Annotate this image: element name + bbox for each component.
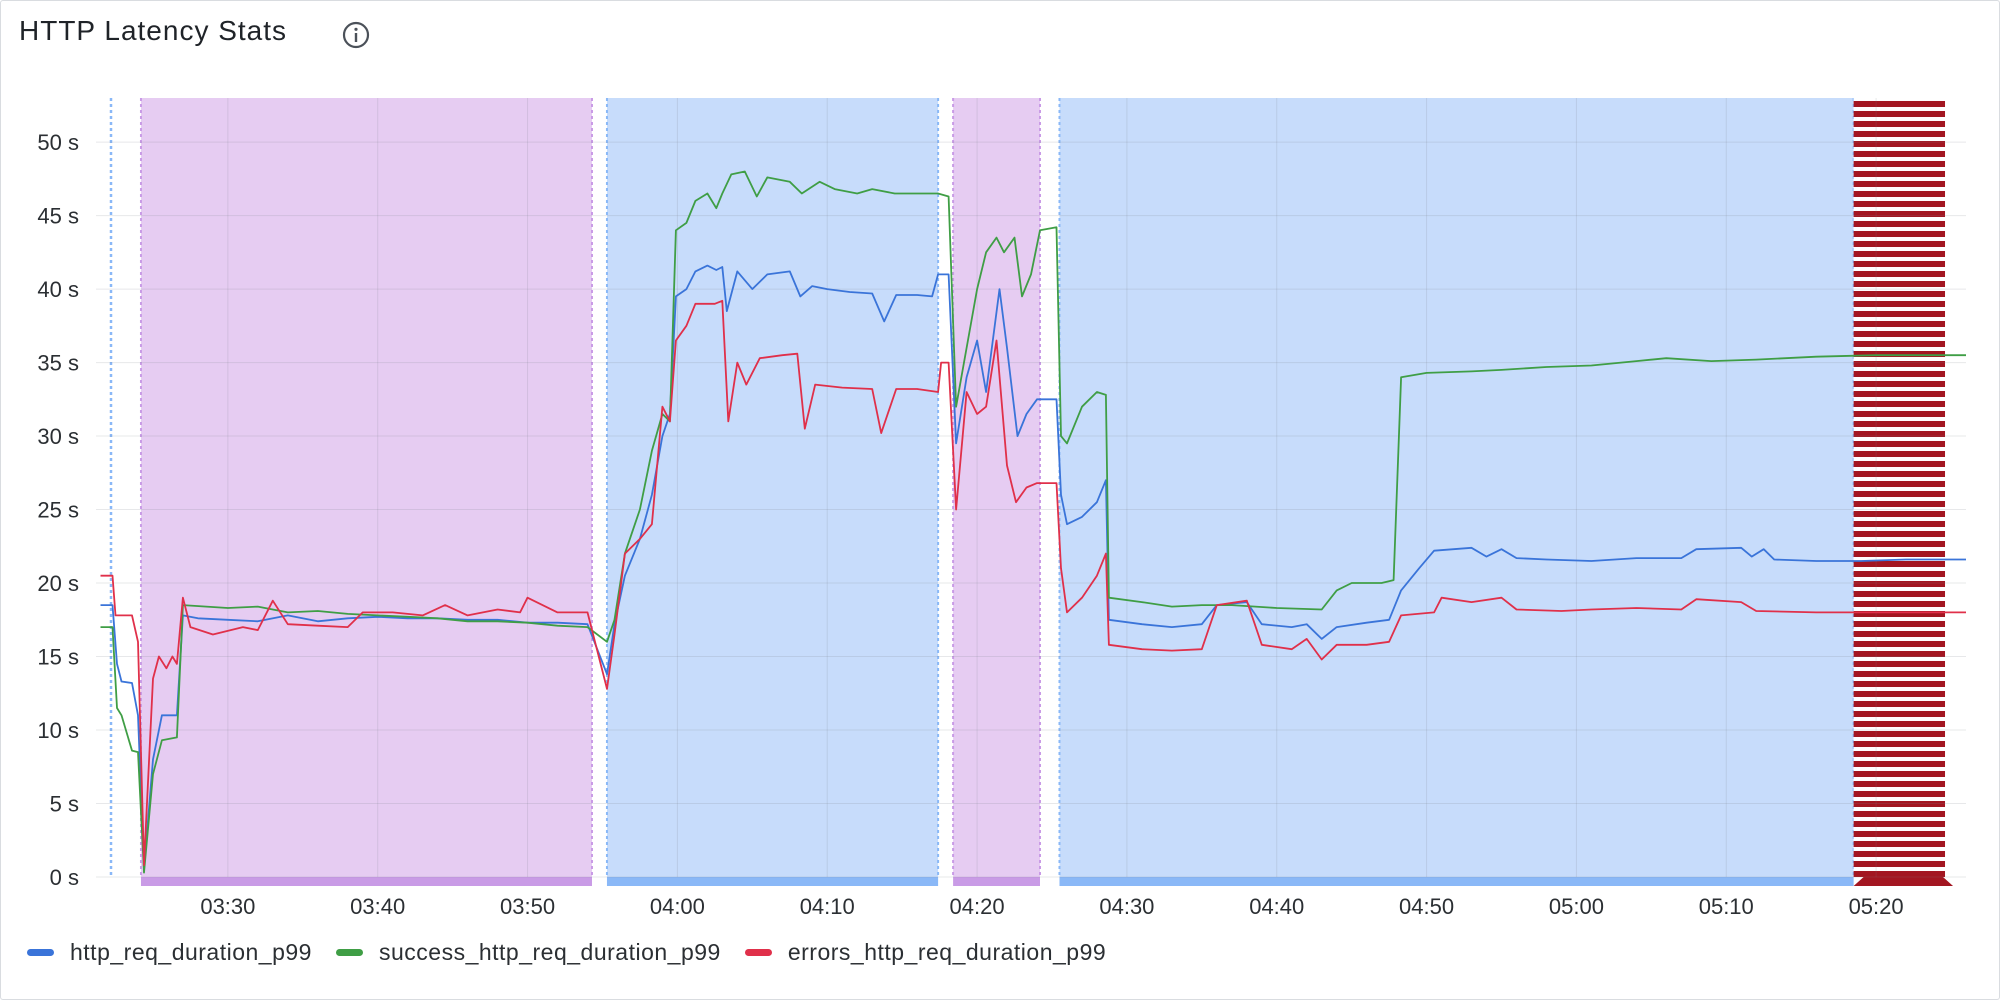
legend-label: http_req_duration_p99 [70, 939, 312, 965]
x-tick-label: 03:30 [200, 894, 255, 919]
annotation-marker-4 [1059, 877, 1854, 886]
y-tick-label: 10 s [37, 718, 79, 743]
series-line-http-req-duration-p99 [100, 264, 1966, 871]
annotation-region-5 [1853, 98, 1946, 877]
legend: http_req_duration_p99 success_http_req_du… [27, 939, 1130, 966]
legend-label: errors_http_req_duration_p99 [787, 939, 1107, 965]
y-tick-label: 45 s [37, 204, 79, 229]
legend-swatch [335, 949, 363, 956]
x-tick-label: 04:50 [1399, 894, 1454, 919]
legend-label: success_http_req_duration_p99 [378, 939, 721, 965]
series-line-success-http-req-duration-p99 [100, 170, 1966, 874]
annotation-marker-2 [606, 877, 939, 886]
x-tick-label: 03:40 [350, 894, 405, 919]
y-tick-label: 30 s [37, 424, 79, 449]
x-tick-label: 05:10 [1699, 894, 1754, 919]
annotation-marker-1 [140, 877, 592, 886]
panel-title: HTTP Latency Stats [19, 15, 288, 46]
annotation-region-4 [1059, 98, 1854, 877]
x-tick-label: 04:10 [800, 894, 855, 919]
y-tick-label: 20 s [37, 571, 79, 596]
y-tick-label: 15 s [37, 645, 79, 670]
annotation-region-2 [606, 98, 939, 877]
x-tick-label: 05:20 [1849, 894, 1904, 919]
annotation-marker-3 [953, 877, 1040, 886]
annotation-region-1 [140, 98, 592, 877]
x-tick-label: 04:30 [1099, 894, 1154, 919]
x-tick-label: 04:00 [650, 894, 705, 919]
series-line-errors-http-req-duration-p99 [100, 299, 1966, 867]
y-tick-label: 35 s [37, 351, 79, 376]
legend-swatch [744, 949, 772, 956]
legend-swatch [27, 949, 54, 956]
x-tick-label: 05:00 [1549, 894, 1604, 919]
y-tick-label: 25 s [37, 498, 79, 523]
legend-item-errors-http-req-duration-p99[interactable]: errors_http_req_duration_p99 [744, 939, 1107, 966]
x-tick-label: 04:20 [950, 894, 1005, 919]
info-circle-icon[interactable] [341, 20, 371, 50]
x-tick-label: 04:40 [1249, 894, 1304, 919]
chart-plot: 0 s 5 s 10 s 15 s 20 s 25 s 30 s 35 s 40 s 45 s 50… [37, 98, 1966, 919]
y-tick-label: 40 s [37, 277, 79, 302]
x-tick-label: 03:50 [500, 894, 555, 919]
annotation-marker-5 [1853, 877, 1954, 886]
y-tick-label: 5 s [50, 792, 79, 817]
y-tick-label: 50 s [37, 130, 79, 155]
y-tick-label: 0 s [50, 865, 79, 890]
legend-item-http-req-duration-p99[interactable]: http_req_duration_p99 [27, 939, 312, 966]
legend-item-success-http-req-duration-p99[interactable]: success_http_req_duration_p99 [335, 939, 721, 966]
